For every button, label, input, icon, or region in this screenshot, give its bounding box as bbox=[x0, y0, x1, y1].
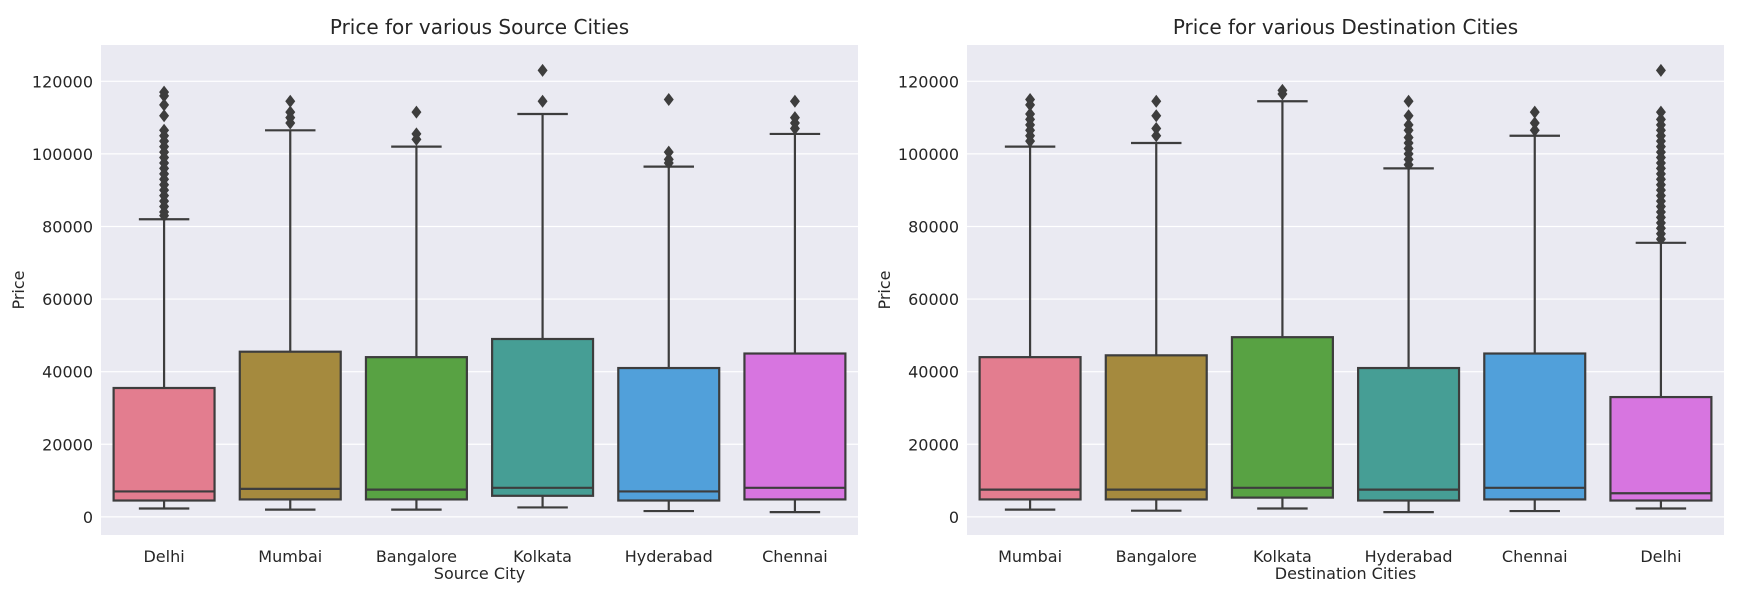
x-tick-label: Hyderabad bbox=[1365, 547, 1453, 566]
flier-point bbox=[1403, 94, 1414, 108]
x-tick-label: Delhi bbox=[1640, 547, 1681, 566]
flier-point bbox=[1151, 121, 1162, 135]
box-iqr bbox=[617, 366, 721, 502]
box-hyderabad bbox=[1357, 94, 1461, 514]
flier-point bbox=[285, 94, 296, 108]
flier-point bbox=[1277, 83, 1288, 97]
flier-point bbox=[663, 152, 674, 166]
chart-title: Price for various Destination Cities bbox=[1173, 15, 1518, 39]
flier-point bbox=[537, 94, 548, 108]
box-iqr bbox=[1230, 336, 1334, 499]
box-mumbai bbox=[238, 94, 342, 511]
x-tick-label: Kolkata bbox=[1253, 547, 1312, 566]
box-iqr bbox=[1609, 395, 1713, 502]
y-tick-label: 100000 bbox=[898, 145, 959, 164]
flier-point bbox=[159, 85, 170, 99]
flier-point bbox=[537, 63, 548, 77]
box-iqr bbox=[112, 386, 216, 502]
flier-point bbox=[411, 105, 422, 119]
x-tick-label: Kolkata bbox=[513, 547, 572, 566]
flier-point bbox=[1025, 92, 1036, 106]
plot-background bbox=[967, 45, 1724, 535]
flier-point bbox=[1529, 123, 1540, 137]
plot-background bbox=[101, 45, 858, 535]
x-axis-label: Destination Cities bbox=[1275, 564, 1416, 583]
box-iqr bbox=[364, 356, 468, 501]
flier-point bbox=[1151, 109, 1162, 123]
box-mumbai bbox=[978, 92, 1082, 511]
y-tick-label: 60000 bbox=[908, 290, 959, 309]
flier-point bbox=[1529, 116, 1540, 130]
x-tick-label: Chennai bbox=[762, 547, 828, 566]
y-tick-label: 40000 bbox=[908, 363, 959, 382]
x-tick-label: Bangalore bbox=[376, 547, 457, 566]
y-tick-label: 20000 bbox=[908, 435, 959, 454]
flier-point bbox=[1025, 107, 1036, 121]
flier-point bbox=[159, 123, 170, 137]
flier-point bbox=[789, 94, 800, 108]
y-axis-label: Price bbox=[9, 270, 28, 309]
x-tick-label: Hyderabad bbox=[625, 547, 713, 566]
flier-point bbox=[1655, 63, 1666, 77]
flier-point bbox=[789, 111, 800, 125]
box-iqr bbox=[1483, 352, 1587, 501]
box-iqr bbox=[743, 352, 847, 501]
x-tick-label: Mumbai bbox=[258, 547, 322, 566]
flier-point bbox=[159, 109, 170, 123]
box-delhi bbox=[112, 85, 216, 510]
y-tick-label: 80000 bbox=[42, 217, 93, 236]
flier-point bbox=[1151, 94, 1162, 108]
flier-point bbox=[159, 98, 170, 112]
box-kolkata bbox=[491, 63, 595, 509]
box-iqr bbox=[1357, 366, 1461, 502]
y-tick-label: 40000 bbox=[42, 363, 93, 382]
chart-title: Price for various Source Cities bbox=[330, 15, 629, 39]
box-chennai bbox=[743, 94, 847, 514]
flier-point bbox=[1403, 131, 1414, 145]
box-iqr bbox=[1104, 354, 1208, 501]
box-bangalore bbox=[364, 105, 468, 511]
x-tick-label: Bangalore bbox=[1116, 547, 1197, 566]
flier-point bbox=[1151, 129, 1162, 143]
box-delhi bbox=[1609, 63, 1713, 510]
flier-point bbox=[1403, 109, 1414, 123]
box-iqr bbox=[491, 337, 595, 497]
flier-point bbox=[411, 127, 422, 141]
y-axis-label: Price bbox=[875, 270, 894, 309]
y-tick-label: 60000 bbox=[42, 290, 93, 309]
x-axis-label: Source City bbox=[434, 564, 525, 583]
y-tick-label: 0 bbox=[949, 508, 959, 527]
flier-point bbox=[1403, 118, 1414, 132]
flier-point bbox=[1529, 105, 1540, 119]
box-hyderabad bbox=[617, 92, 721, 513]
flier-point bbox=[663, 145, 674, 159]
x-tick-label: Chennai bbox=[1502, 547, 1568, 566]
y-tick-label: 80000 bbox=[908, 217, 959, 236]
chart-panel-2: 0 20000 40000 60000 80000 100000 120000 Mumbai B… bbox=[875, 15, 1724, 583]
x-tick-label: Delhi bbox=[143, 547, 184, 566]
y-tick-label: 20000 bbox=[42, 435, 93, 454]
flier-point bbox=[1655, 112, 1666, 126]
flier-point bbox=[285, 105, 296, 119]
box-iqr bbox=[978, 356, 1082, 501]
box-kolkata bbox=[1230, 83, 1334, 510]
y-tick-label: 120000 bbox=[32, 72, 93, 91]
flier-point bbox=[1655, 105, 1666, 119]
flier-point bbox=[663, 92, 674, 106]
box-iqr bbox=[238, 350, 342, 501]
box-chennai bbox=[1483, 105, 1587, 513]
box-bangalore bbox=[1104, 94, 1208, 512]
y-tick-label: 100000 bbox=[32, 145, 93, 164]
y-tick-label: 120000 bbox=[898, 72, 959, 91]
chart-panel-1: 0 20000 40000 60000 80000 100000 120000 Delhi Mu… bbox=[9, 15, 858, 583]
y-tick-label: 0 bbox=[83, 508, 93, 527]
x-tick-label: Mumbai bbox=[998, 547, 1062, 566]
